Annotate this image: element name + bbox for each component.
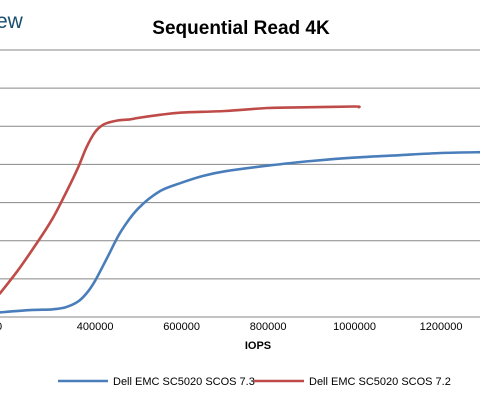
x-tick-label: 400000 [77, 321, 114, 333]
x-axis-label: IOPS [245, 340, 271, 352]
x-tick-label: 600000 [163, 321, 200, 333]
series-line-2 [0, 105, 361, 295]
x-tick-label: 1000000 [333, 321, 376, 333]
legend-label: Dell EMC SC5020 SCOS 7.2 [309, 376, 451, 388]
series-lines [0, 105, 480, 314]
x-tick-label: 800000 [250, 321, 287, 333]
legend-label: Dell EMC SC5020 SCOS 7.3 [113, 376, 255, 388]
chart-title: Sequential Read 4K [152, 18, 330, 39]
x-tick-label-clipped: 0 [0, 321, 2, 333]
x-tick-label: 1200000 [420, 321, 463, 333]
legend: Dell EMC SC5020 SCOS 7.3 Dell EMC SC5020 … [58, 376, 451, 388]
brand-logo-text: ew [0, 10, 24, 33]
series-line-1 [0, 150, 480, 314]
x-axis-ticks: 400000 600000 800000 1000000 1200000 0 [0, 321, 462, 333]
